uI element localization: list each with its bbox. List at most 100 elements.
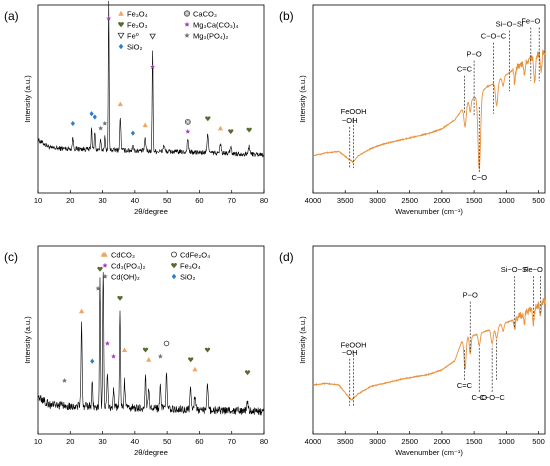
x-tick-label: 40 <box>131 437 139 446</box>
legend-label: SiO₂ <box>127 43 143 52</box>
x-tick-label: 1500 <box>466 196 483 205</box>
x-tick-label: 70 <box>228 196 236 205</box>
heart-marker-icon <box>142 347 149 353</box>
x-tick-label: 500 <box>532 437 545 446</box>
band-label: C=C <box>457 381 473 390</box>
star-marker-icon <box>111 353 117 359</box>
heart-marker-icon <box>97 266 103 272</box>
xrd-pattern-line <box>37 272 265 416</box>
circle-x-stroke <box>186 120 190 124</box>
band-label: P−O <box>467 50 482 59</box>
triangle-marker-icon <box>78 308 85 314</box>
x-tick-label: 2500 <box>401 437 418 446</box>
legend-label: SiO₂ <box>180 273 196 282</box>
gray-star-marker-icon <box>184 32 190 38</box>
x-tick-label: 2500 <box>401 196 418 205</box>
legend-label: Fe⁰ <box>127 32 139 41</box>
x-tick-label: 4000 <box>305 196 322 205</box>
band-label: FeOOH <box>341 107 367 116</box>
triangle-marker-icon <box>121 347 128 353</box>
band-label: Fe−O <box>524 265 543 274</box>
gray-star-marker-icon <box>98 125 104 131</box>
legend-label: CdCO₃ <box>111 251 135 260</box>
plot-frame <box>312 245 546 435</box>
x-tick-label: 10 <box>34 196 42 205</box>
diamond-marker-icon <box>90 358 95 364</box>
band-label: FeOOH <box>341 340 367 349</box>
y-axis-title: Intensity (a.u.) <box>23 316 32 364</box>
gray-star-marker-icon <box>157 353 163 359</box>
star-marker-icon <box>102 262 108 268</box>
triangle-marker-icon <box>217 125 224 131</box>
heart-marker-icon <box>246 127 252 133</box>
open-circle-marker-icon <box>163 340 170 347</box>
plot-frame <box>312 4 546 194</box>
x-tick-label: 20 <box>66 437 74 446</box>
band-label: C−O−C <box>481 32 507 41</box>
legend-label: Mg₃(PO₄)₂ <box>193 32 228 41</box>
x-axis-title: Wavenumber (cm⁻¹) <box>395 448 463 457</box>
xrd-pattern-line <box>37 0 265 158</box>
nabla-marker-icon <box>149 33 156 40</box>
legend-label: Mg₃Ca(CO₃)₄ <box>193 21 238 30</box>
x-tick-label: 50 <box>163 437 171 446</box>
legend-label: CdFe₂O₄ <box>180 251 210 260</box>
x-tick-label: 500 <box>532 196 545 205</box>
band-label: −OH <box>342 116 358 125</box>
y-axis-title: Intensity (a.u.) <box>298 316 307 364</box>
star-marker-icon <box>185 128 191 134</box>
x-tick-label: 60 <box>195 437 203 446</box>
triangle-marker-icon <box>142 122 148 128</box>
heart-marker-icon <box>205 116 211 122</box>
ftir-spectrum-line <box>312 297 546 401</box>
panel-label: (b) <box>279 9 294 23</box>
star-marker-icon <box>106 15 112 21</box>
triangle-marker-icon <box>192 366 198 372</box>
x-tick-label: 3000 <box>369 437 386 446</box>
band-label: P−O <box>463 291 478 300</box>
band-label: Fe−O <box>521 17 540 26</box>
band-label: Si−O−Si <box>496 20 524 29</box>
heart-marker-icon <box>228 129 234 135</box>
gray-star-marker-icon <box>95 285 101 291</box>
nabla-marker-icon <box>117 32 125 40</box>
x-tick-label: 2000 <box>434 437 451 446</box>
star-marker-icon <box>150 64 156 69</box>
x-tick-label: 30 <box>98 196 106 205</box>
band-label: Si−O−Si <box>501 265 529 274</box>
band-label: C−O <box>471 393 487 402</box>
circle-x-stroke <box>185 11 189 16</box>
open-circle-marker-icon <box>171 251 177 258</box>
xrd-panel-c: 10 20 30 40 50 60 70 80 2θ/degree Intensity (a.u.… <box>4 245 268 457</box>
diamond-marker-icon <box>89 111 94 117</box>
panel-label: (c) <box>4 250 18 264</box>
x-tick-label: 30 <box>98 437 106 446</box>
panel-label: (d) <box>279 250 294 264</box>
x-tick-label: 10 <box>34 437 42 446</box>
x-axis-title: 2θ/degree <box>134 207 168 216</box>
x-tick-label: 50 <box>163 196 171 205</box>
diamond-marker-icon <box>118 43 124 50</box>
panel-label: (a) <box>4 9 19 23</box>
plot-frame <box>37 245 265 435</box>
triangle-marker-icon <box>102 251 108 257</box>
legend-label: Fe₃O₄ <box>180 262 201 271</box>
triangle-marker-icon <box>117 101 123 107</box>
xrd-panel-a: 10 20 30 40 50 60 70 80 2θ/degree Intensity (a.u.… <box>4 0 268 216</box>
x-axis-title: Wavenumber (cm⁻¹) <box>395 207 463 216</box>
plot-frame <box>37 4 265 194</box>
gray-star-marker-icon <box>102 120 108 126</box>
legend-label: Cd(OH)₂ <box>111 273 140 282</box>
heart-marker-icon <box>117 295 123 301</box>
y-axis-title: Intensity (a.u.) <box>23 75 32 123</box>
ftir-spectrum-line <box>312 49 546 171</box>
x-tick-label: 3500 <box>337 437 354 446</box>
x-tick-label: 40 <box>131 196 139 205</box>
heart-marker-icon <box>204 347 211 353</box>
gray-star-marker-icon <box>102 273 108 279</box>
diamond-marker-icon <box>70 120 75 127</box>
x-tick-label: 70 <box>228 437 236 446</box>
legend: CdCO₃ CdFe₂O₄ Cd₃(PO₄)₂ Fe₃O₄ Cd(OH)₂ SiO₂ <box>102 251 210 282</box>
legend-label: Fe₂O₃ <box>127 21 148 30</box>
